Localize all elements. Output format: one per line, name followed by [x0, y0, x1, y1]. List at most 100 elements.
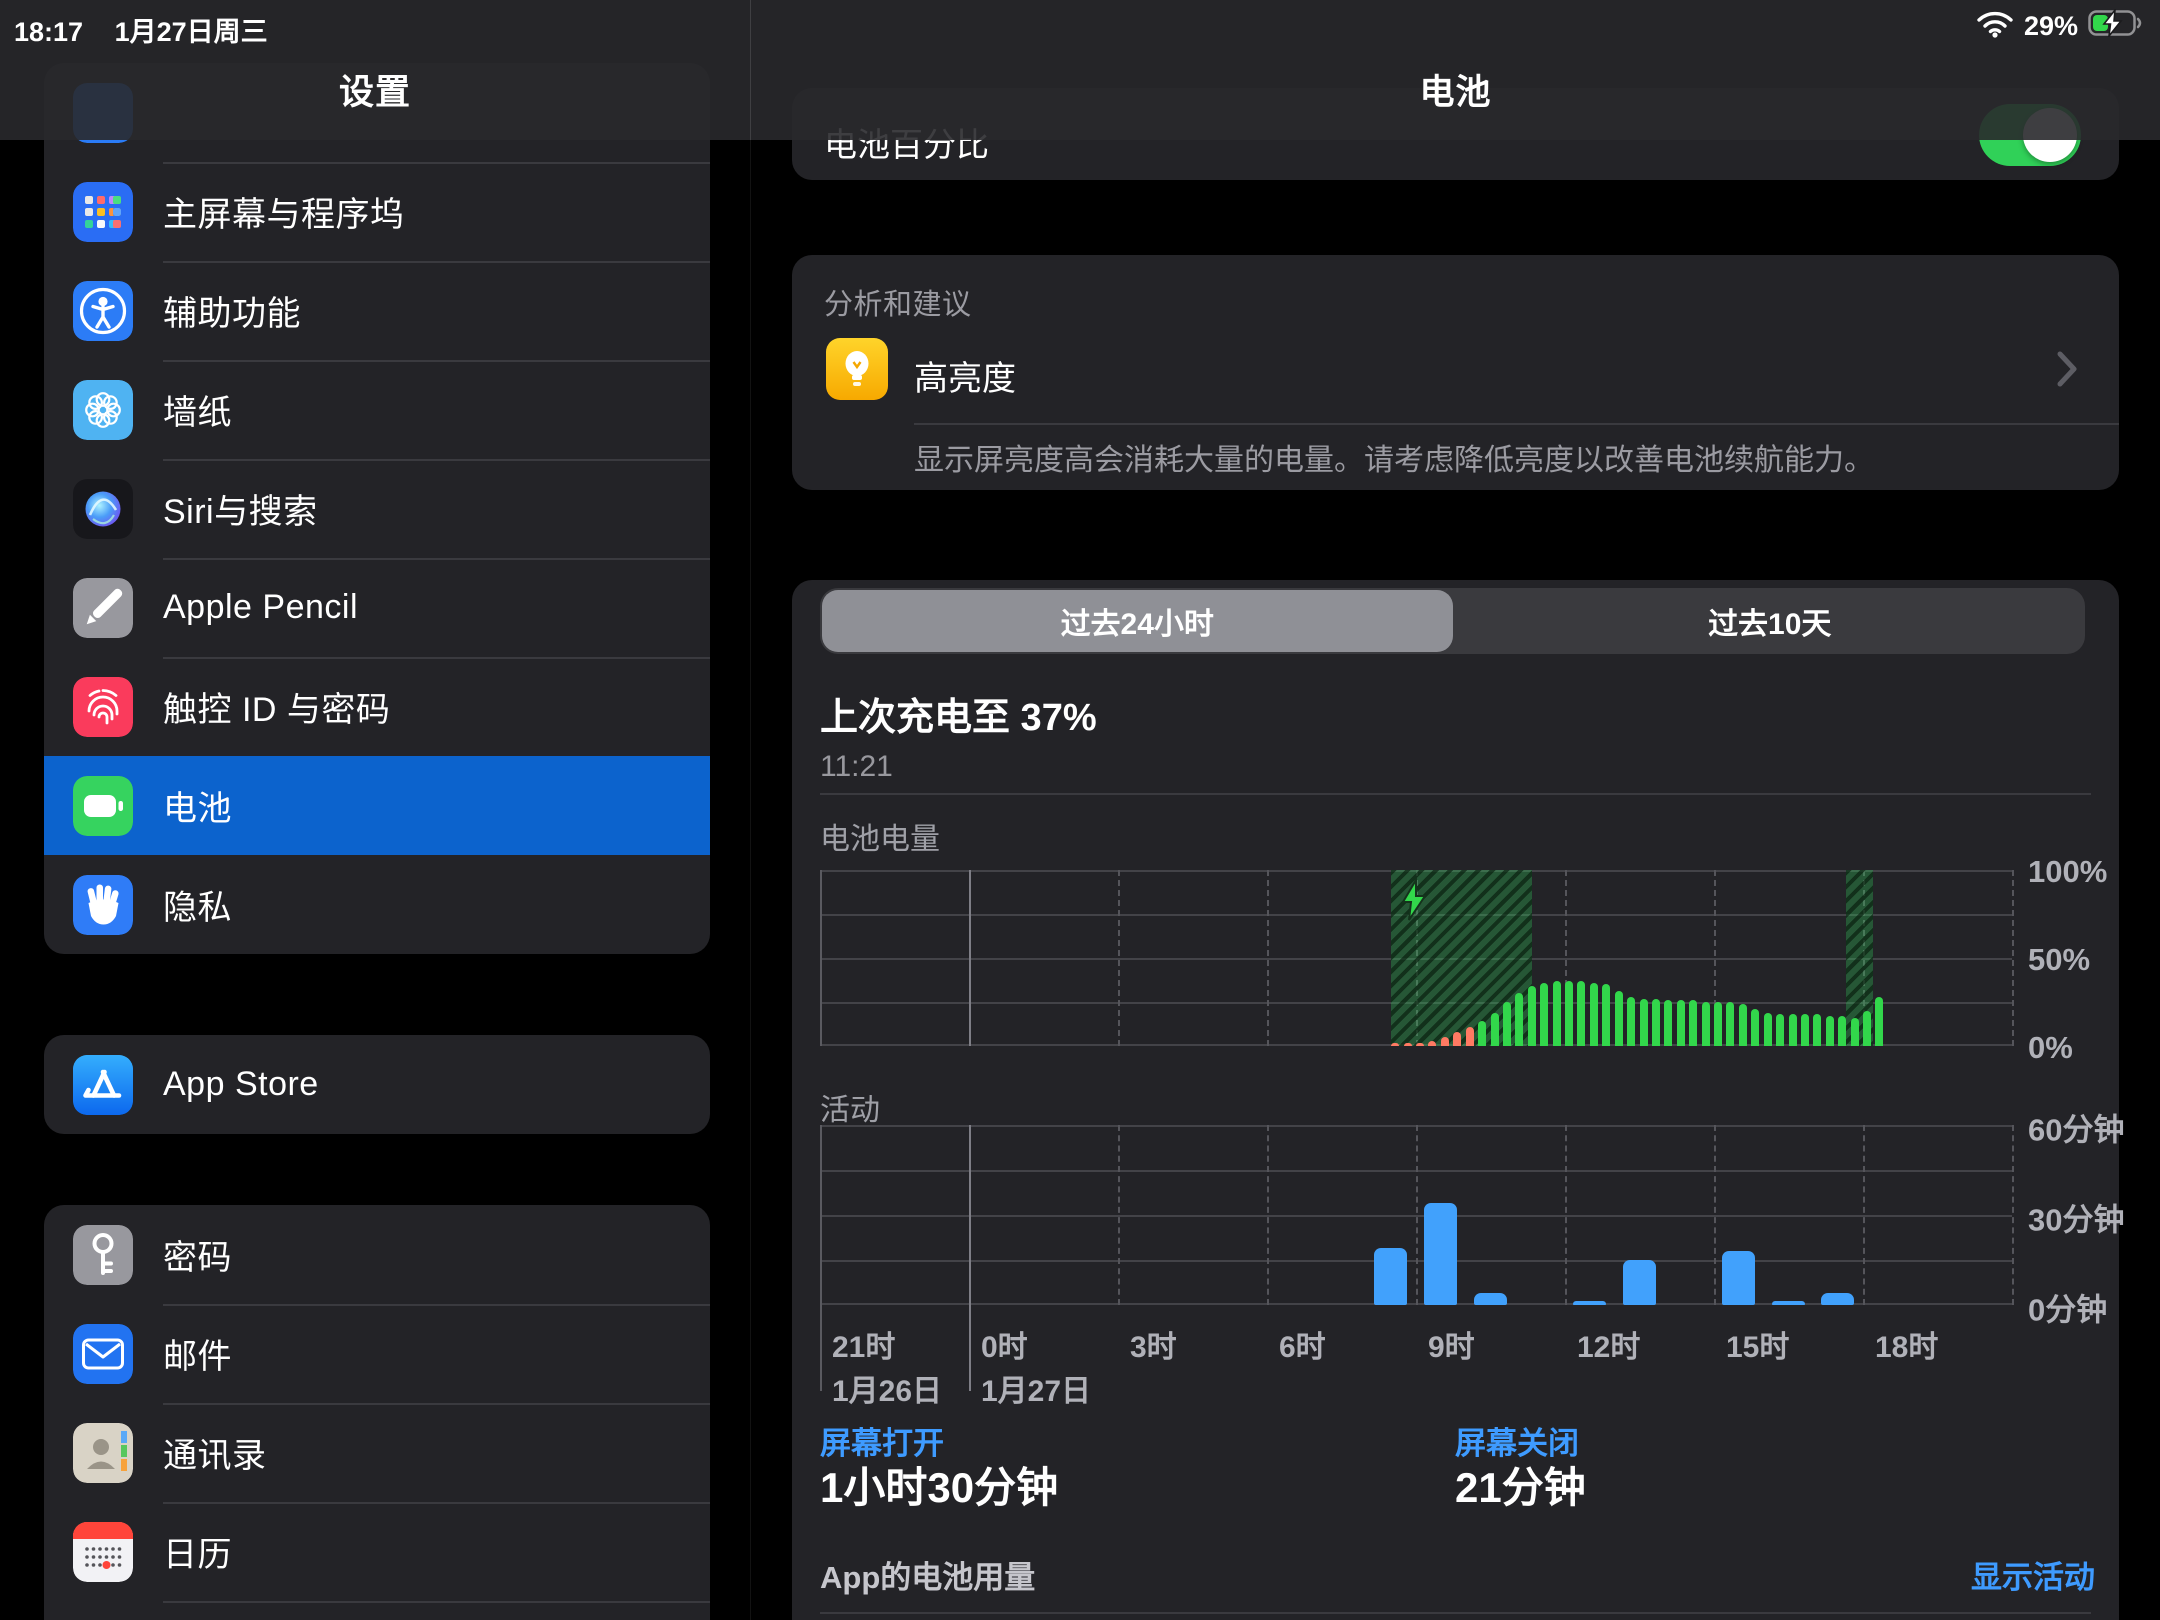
sidebar-item-calendar[interactable]: 日历 [44, 1502, 710, 1601]
battery-level-bar [1714, 1002, 1722, 1046]
activity-bar [1821, 1293, 1855, 1305]
sidebar-item-label: App Store [163, 1065, 319, 1103]
sidebar-header: 18:17 1月27日周三 设置 [0, 0, 750, 140]
sidebar-item-label: 主屏幕与程序坞 [163, 196, 405, 234]
battery-icon [73, 775, 133, 836]
sidebar-item-label: 墙纸 [163, 394, 232, 432]
chart-gridline-vertical [820, 870, 822, 1046]
chart-gridline-vertical [1267, 1125, 1269, 1305]
sidebar-item-accessibility[interactable]: 辅助功能 [44, 261, 710, 360]
sidebar-item-label: 隐私 [163, 889, 232, 927]
battery-level-bar [1788, 1014, 1797, 1046]
battery-level-chart [820, 870, 2014, 1046]
sidebar-item-app-store[interactable]: App Store [44, 1035, 710, 1134]
sidebar-item-label: 辅助功能 [163, 295, 301, 333]
sidebar-item-wallpaper[interactable]: 墙纸 [44, 360, 710, 459]
sidebar-item-passwords[interactable]: 密码 [44, 1205, 710, 1304]
activity-chart [820, 1125, 2014, 1391]
sidebar-item-label: 密码 [163, 1239, 232, 1277]
battery-level-bar [1428, 1040, 1437, 1046]
battery-level-bar [1589, 982, 1598, 1046]
status-bar-left: 18:17 1月27日周三 [14, 10, 268, 49]
separator [163, 1601, 710, 1603]
battery-level-bar [1689, 1000, 1698, 1046]
chart-gridline-vertical [1267, 870, 1269, 1046]
battery-level-bar [1465, 1026, 1474, 1046]
show-activity-link[interactable]: 显示活动 [1971, 1560, 2095, 1595]
battery-level-bar [1838, 1016, 1847, 1046]
sidebar-title: 设置 [338, 73, 411, 112]
battery-level-bar [1502, 1002, 1511, 1046]
screen-off-label[interactable]: 屏幕关闭 [1455, 1426, 1579, 1461]
sidebar-item-apple-pencil[interactable]: Apple Pencil [44, 558, 710, 657]
screen-on-label[interactable]: 屏幕打开 [820, 1426, 944, 1461]
separator [163, 1304, 710, 1306]
status-battery-percent: 29% [2023, 11, 2078, 41]
battery-level-bar [1776, 1014, 1785, 1046]
battery-level-bar [1800, 1014, 1809, 1046]
sidebar-item-battery[interactable]: 电池 [44, 756, 710, 855]
segment-last-24-hours[interactable]: 过去24小时 [822, 590, 1453, 652]
battery-level-bar [1440, 1037, 1449, 1046]
separator [163, 558, 710, 560]
battery-level-bar [1453, 1031, 1462, 1046]
separator [163, 657, 710, 659]
suggestion-title: 高亮度 [914, 360, 1016, 398]
battery-level-bar [1738, 1003, 1747, 1046]
activity-bar [1374, 1248, 1408, 1305]
x-axis-hour-label: 0时 [981, 1331, 1028, 1364]
segment-last-10-days[interactable]: 过去10天 [1708, 608, 1832, 641]
sidebar-item-mail[interactable]: 邮件 [44, 1304, 710, 1403]
activity-bar [1771, 1301, 1805, 1305]
sidebar-item-touch-id-passcode[interactable]: 触控 ID 与密码 [44, 657, 710, 756]
passwords-icon [73, 1224, 133, 1285]
sidebar-group-3: 密码 邮件 通讯录 日历 [44, 1205, 710, 1620]
y-axis-tick-label: 30分钟 [2028, 1202, 2125, 1238]
activity-bar [1722, 1251, 1755, 1305]
chart-gridline-vertical [1118, 1125, 1120, 1305]
siri-search-icon [73, 478, 133, 539]
battery-level-bar [1751, 1009, 1760, 1046]
activity-bar [1424, 1203, 1457, 1305]
last-charge-title: 上次充电至 37% [820, 697, 1097, 739]
time-range-segmented-control: 过去24小时 过去10天 [820, 588, 2085, 654]
sidebar-item-contacts[interactable]: 通讯录 [44, 1403, 710, 1502]
x-axis-hour-label: 3时 [1130, 1331, 1177, 1364]
battery-level-bar [1565, 980, 1573, 1046]
chart-gridline-vertical [2012, 870, 2014, 1046]
separator [163, 261, 710, 263]
x-axis-date-label: 1月26日 [832, 1375, 943, 1408]
separator [820, 793, 2091, 795]
x-axis-hour-label: 21时 [832, 1331, 896, 1364]
activity-bar [1573, 1301, 1606, 1305]
sidebar-item-home-screen-dock[interactable]: 主屏幕与程序坞 [44, 162, 710, 261]
sidebar-item-privacy[interactable]: 隐私 [44, 855, 710, 954]
battery-level-bar [1527, 986, 1536, 1046]
battery-level-bar [1676, 1000, 1685, 1046]
status-time: 18:17 [14, 17, 84, 47]
screen-on-value: 1小时30分钟 [820, 1464, 1059, 1511]
sidebar-item-siri-search[interactable]: Siri与搜索 [44, 459, 710, 558]
separator [163, 1502, 710, 1504]
sidebar-item-partial-bottom [44, 1601, 710, 1620]
panel-divider [750, 0, 751, 1620]
suggestions-card: 分析和建议 高亮度 显示屏亮度高会消耗大 [792, 255, 2119, 490]
battery-level-bar [1490, 1012, 1499, 1046]
sidebar-item-label: Apple Pencil [163, 588, 359, 626]
sidebar-item-label: 电池 [163, 790, 232, 828]
brightness-bulb-icon [826, 338, 888, 400]
sidebar-group-2: App Store [44, 1035, 710, 1134]
chevron-right-icon [2055, 349, 2079, 394]
privacy-icon [73, 874, 133, 935]
suggestion-description: 显示屏亮度高会消耗大量的电量。请考虑降低亮度以改善电池续航能力。 [914, 444, 1874, 477]
wallpaper-icon [73, 379, 133, 440]
chart-gridline-vertical [2012, 1125, 2014, 1305]
separator [163, 360, 710, 362]
calendar-icon [73, 1521, 133, 1582]
battery-level-bar [1639, 998, 1648, 1046]
chart-gridline-vertical [820, 1125, 822, 1391]
detail-title: 电池 [1419, 73, 1492, 112]
detail-nav-bar: 29% 电池 [750, 0, 2160, 140]
battery-level-bar [1614, 991, 1623, 1046]
